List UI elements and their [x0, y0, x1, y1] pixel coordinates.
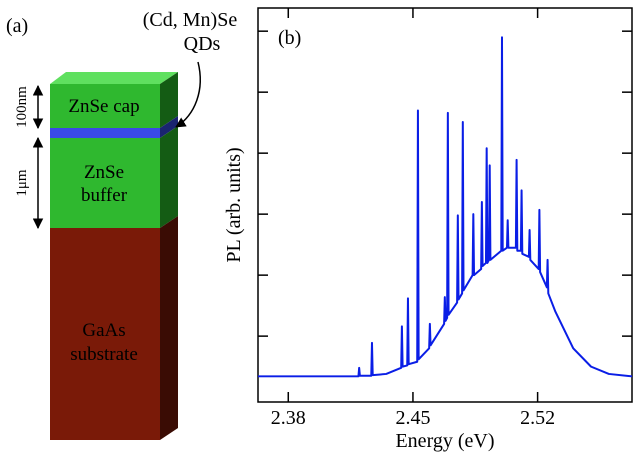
substrate-side	[160, 216, 178, 440]
spectrum-line	[258, 37, 632, 376]
x-tick-label: 2.45	[395, 407, 430, 429]
y-axis-title: PL (arb. units)	[223, 147, 245, 262]
plot-frame	[257, 7, 633, 403]
x-tick-label: 2.38	[271, 407, 306, 429]
cap-layer	[50, 84, 160, 128]
cap-side	[160, 72, 178, 128]
layer-label: substrate	[70, 344, 138, 365]
qd-layer	[50, 128, 160, 138]
layer-label: ZnSe	[84, 162, 124, 183]
substrate-layer	[50, 228, 160, 440]
qd-label: (Cd, Mn)Se	[143, 9, 238, 31]
qd-side	[160, 116, 178, 138]
thickness-label: 100nm	[14, 86, 30, 128]
panel-label: (b)	[278, 27, 301, 49]
top-face	[50, 72, 178, 84]
layer-label: ZnSe cap	[68, 96, 139, 117]
thickness-label: 1μm	[14, 169, 30, 197]
spectrum-plot: 2.38 2.45 2.52 Energy (eV) PL (arb. units) (b…	[223, 7, 633, 452]
layer-label: buffer	[81, 185, 128, 206]
qd-arrow	[175, 61, 201, 128]
x-tick-label: 2.52	[520, 407, 555, 429]
layer-stack	[50, 72, 178, 440]
qd-label: QDs	[184, 33, 221, 55]
panel-label: (a)	[6, 15, 28, 37]
layer-label: GaAs	[82, 320, 125, 341]
buffer-side	[160, 126, 178, 228]
buffer-layer	[50, 138, 160, 228]
x-axis-title: Energy (eV)	[395, 430, 494, 452]
